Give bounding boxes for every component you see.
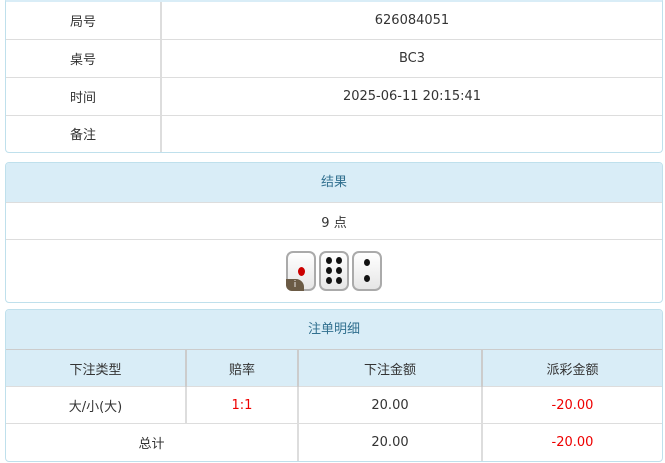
label-table-no: 桌号	[6, 38, 161, 77]
pip	[298, 266, 305, 276]
total-amount: 20.00	[297, 423, 482, 461]
bet-amount: 20.00	[297, 386, 482, 424]
odds: 1:1	[185, 386, 298, 424]
round-info-panel: 局号 626084051 桌号 BC3 时间 2025-06-11 20:15:41 …	[5, 0, 663, 153]
pip	[325, 256, 332, 264]
die-1: i	[286, 250, 316, 291]
result-panel: 结果 9 点 i	[5, 162, 663, 303]
bet-type: 大/小(大)	[6, 386, 186, 424]
pip	[336, 256, 343, 264]
die-2	[352, 250, 382, 291]
col-odds: 赔率	[185, 349, 298, 387]
die-6	[319, 250, 349, 291]
pip	[364, 258, 370, 266]
col-bet-type: 下注类型	[6, 349, 186, 387]
value-table-no: BC3	[160, 38, 662, 77]
table-row: 大/小(大) 1:1 20.00 -20.00	[6, 386, 662, 424]
pip	[364, 274, 370, 282]
pip	[325, 266, 332, 274]
result-points: 9 点	[6, 202, 662, 240]
info-icon[interactable]: i	[286, 278, 304, 291]
total-label: 总计	[6, 423, 298, 461]
pip	[325, 276, 332, 284]
value-time: 2025-06-11 20:15:41	[160, 76, 662, 115]
bet-detail-panel: 注单明细 下注类型 赔率 下注金额 派彩金额 大/小(大) 1:1 20.00 …	[5, 309, 663, 462]
col-payout: 派彩金额	[481, 349, 662, 387]
total-payout: -20.00	[481, 423, 662, 461]
value-remark	[160, 114, 662, 152]
value-round-no: 626084051	[160, 2, 662, 39]
result-title: 结果	[6, 163, 662, 202]
total-row: 总计 20.00 -20.00	[6, 423, 662, 461]
label-round-no: 局号	[69, 14, 96, 30]
bet-detail-title: 注单明细	[6, 310, 662, 349]
label-time: 时间	[6, 76, 161, 115]
pip	[336, 266, 343, 274]
col-bet-amount: 下注金额	[297, 349, 482, 387]
label-remark: 备注	[6, 114, 161, 152]
dice-row: i	[6, 239, 662, 302]
payout: -20.00	[481, 386, 662, 424]
pip	[336, 276, 343, 284]
